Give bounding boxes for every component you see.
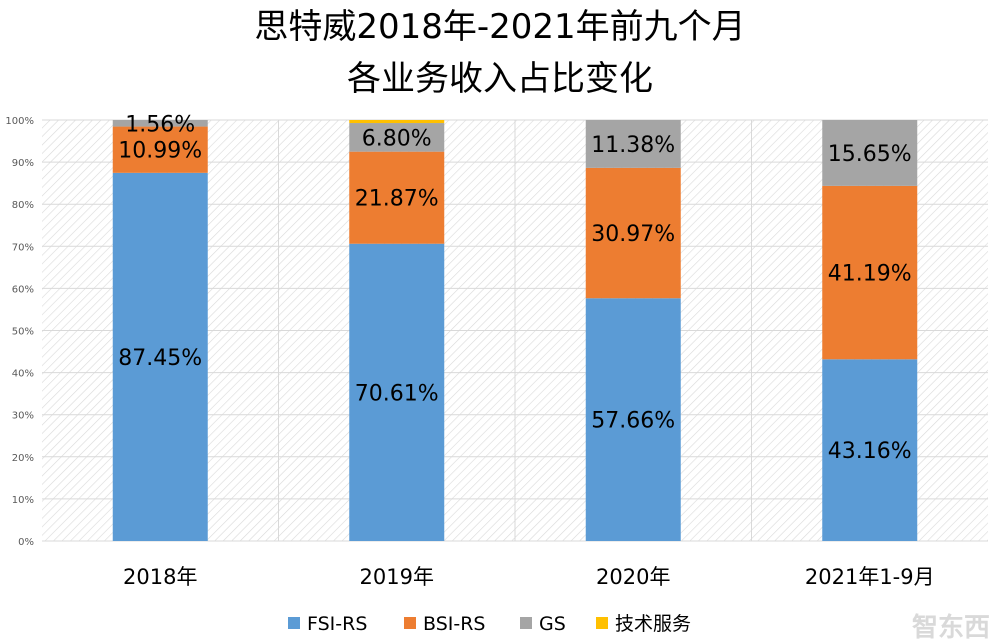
bar-segment-FSI-RS (822, 359, 918, 541)
bar-segment-FSI-RS (349, 243, 445, 541)
data-label: 41.19% (828, 262, 912, 287)
bar-segment-GS (112, 120, 208, 127)
y-tick-label: 30% (12, 411, 34, 422)
y-tick-label: 80% (12, 200, 34, 211)
bar-segment-BSI-RS (112, 126, 208, 173)
y-tick-label: 50% (12, 327, 34, 338)
legend-label: 技术服务 (615, 613, 691, 635)
legend-swatch (404, 617, 416, 629)
chart-title-line-1: 思特威2018年-2021年前九个月 (254, 7, 745, 47)
y-tick-label: 90% (12, 158, 34, 169)
bar-segment-FSI-RS (585, 298, 681, 541)
legend-swatch (288, 617, 300, 629)
bar-segment-BSI-RS (585, 167, 681, 299)
y-tick-label: 0% (18, 537, 34, 548)
data-label: 1.56% (125, 112, 195, 137)
y-tick-label: 40% (12, 369, 34, 380)
data-label: 15.65% (828, 142, 912, 167)
legend-label: BSI-RS (423, 613, 485, 635)
legend-label: FSI-RS (307, 613, 367, 635)
data-label: 10.99% (118, 139, 202, 164)
data-label: 11.38% (591, 133, 675, 158)
bar-segment-GS (349, 123, 445, 152)
y-tick-label: 10% (12, 495, 34, 506)
x-tick-label: 2019年 (360, 565, 434, 589)
data-label: 21.87% (355, 187, 439, 212)
y-tick-label: 100% (5, 116, 34, 127)
data-label: 30.97% (591, 222, 675, 247)
watermark-logo: 智东西 (912, 612, 990, 643)
data-label: 57.66% (591, 409, 675, 434)
legend-swatch (520, 617, 532, 629)
data-label: 70.61% (355, 381, 439, 406)
legend-label: GS (539, 613, 566, 635)
y-tick-label: 60% (12, 284, 34, 295)
bar-segment-技术服务 (349, 120, 445, 124)
bar-segment-GS (585, 119, 681, 168)
bar-segment-BSI-RS (349, 151, 445, 244)
bar-segment-FSI-RS (112, 172, 208, 541)
chart-title-line-2: 各业务收入占比变化 (347, 59, 653, 99)
bar-segment-BSI-RS (822, 185, 918, 360)
data-label: 87.45% (118, 346, 202, 371)
x-tick-label: 2020年 (596, 565, 670, 589)
data-label: 6.80% (362, 126, 432, 151)
bar-segment-GS (822, 120, 918, 186)
data-label: 43.16% (828, 439, 912, 464)
legend-swatch (596, 617, 608, 629)
x-tick-label: 2021年1-9月 (805, 565, 935, 589)
y-tick-label: 20% (12, 453, 34, 464)
y-tick-label: 70% (12, 242, 34, 253)
x-tick-label: 2018年 (123, 565, 197, 589)
